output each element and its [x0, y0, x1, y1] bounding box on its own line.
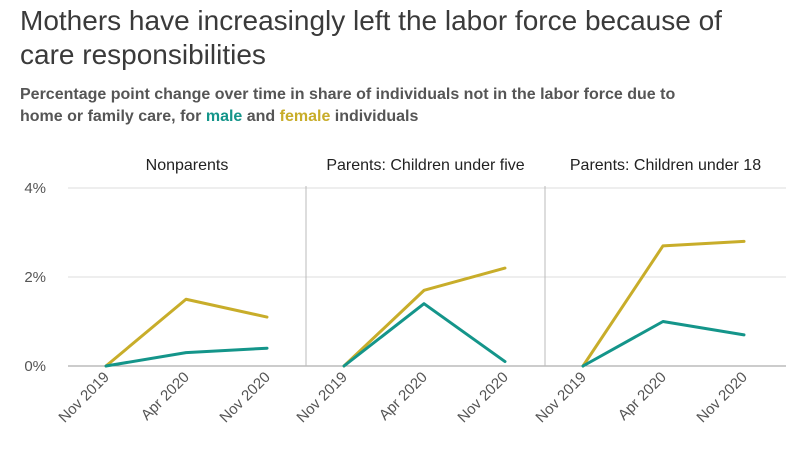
x-tick-label: Apr 2020: [615, 369, 670, 424]
x-tick-label: Apr 2020: [138, 369, 193, 424]
series-line-female: [104, 297, 269, 368]
x-tick-label: Nov 2020: [216, 369, 273, 426]
series-line-male: [581, 320, 746, 368]
legend-female: female: [279, 108, 331, 125]
series-line-male: [342, 302, 507, 368]
y-tick-label: 4%: [24, 180, 46, 197]
y-tick-label: 2%: [24, 269, 46, 286]
series-line-female: [581, 239, 746, 368]
x-tick-label: Apr 2020: [376, 369, 431, 424]
subtitle-text-and: and: [242, 108, 280, 125]
chart-subtitle: Percentage point change over time in sha…: [20, 84, 720, 128]
x-tick-label: Nov 2019: [532, 369, 589, 426]
series-line-female: [342, 266, 507, 368]
y-tick-label: 0%: [24, 358, 46, 375]
panel-title: Nonparents: [146, 157, 229, 174]
x-tick-label: Nov 2020: [454, 369, 511, 426]
x-tick-label: Nov 2019: [55, 369, 112, 426]
legend-male: male: [205, 108, 243, 125]
x-tick-label: Nov 2019: [293, 369, 350, 426]
x-tick-label: Nov 2020: [693, 369, 750, 426]
chart-title: Mothers have increasingly left the labor…: [20, 5, 722, 70]
panel-title: Parents: Children under five: [326, 157, 524, 174]
series-line-male: [104, 346, 269, 368]
subtitle-text-after: individuals: [330, 108, 419, 125]
panel-title: Parents: Children under 18: [570, 157, 761, 174]
subtitle-text-before: Percentage point change over time in sha…: [20, 86, 676, 125]
